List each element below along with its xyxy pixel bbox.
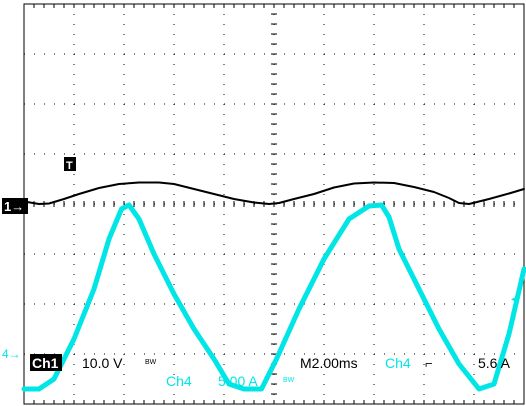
- trigger-level: 5.6 A: [478, 355, 511, 371]
- trigger-source: Ch4: [385, 355, 411, 371]
- traces: [21, 181, 526, 392]
- trigger-slope: ⌐: [425, 356, 433, 371]
- ch1-scale: 10.0 V: [82, 355, 123, 371]
- ch4-bw-limit: BW: [283, 377, 295, 384]
- ch1-marker-label: 1→: [4, 199, 24, 214]
- trigger-point-label: T: [66, 160, 73, 172]
- trace-ch1: [23, 181, 525, 205]
- ch4-ground-marker: 4→: [2, 347, 21, 361]
- readout-bar: Ch1 10.0 V BW M2.00ms Ch4 ⌐ 5.6 A Ch4 5.…: [30, 354, 511, 389]
- ch1-ground-marker: 1→: [2, 198, 28, 214]
- ch4-scale: 5.00 A: [218, 373, 258, 389]
- trigger-point-marker: T: [64, 157, 76, 172]
- timebase: M2.00ms: [300, 355, 358, 371]
- ch1-bw-limit: BW: [145, 359, 157, 366]
- ch4-name: Ch4: [166, 373, 192, 389]
- trigger-level-marker: ◂: [511, 290, 518, 306]
- ch1-name-badge: [30, 354, 62, 371]
- ch1-name: Ch1: [32, 355, 59, 371]
